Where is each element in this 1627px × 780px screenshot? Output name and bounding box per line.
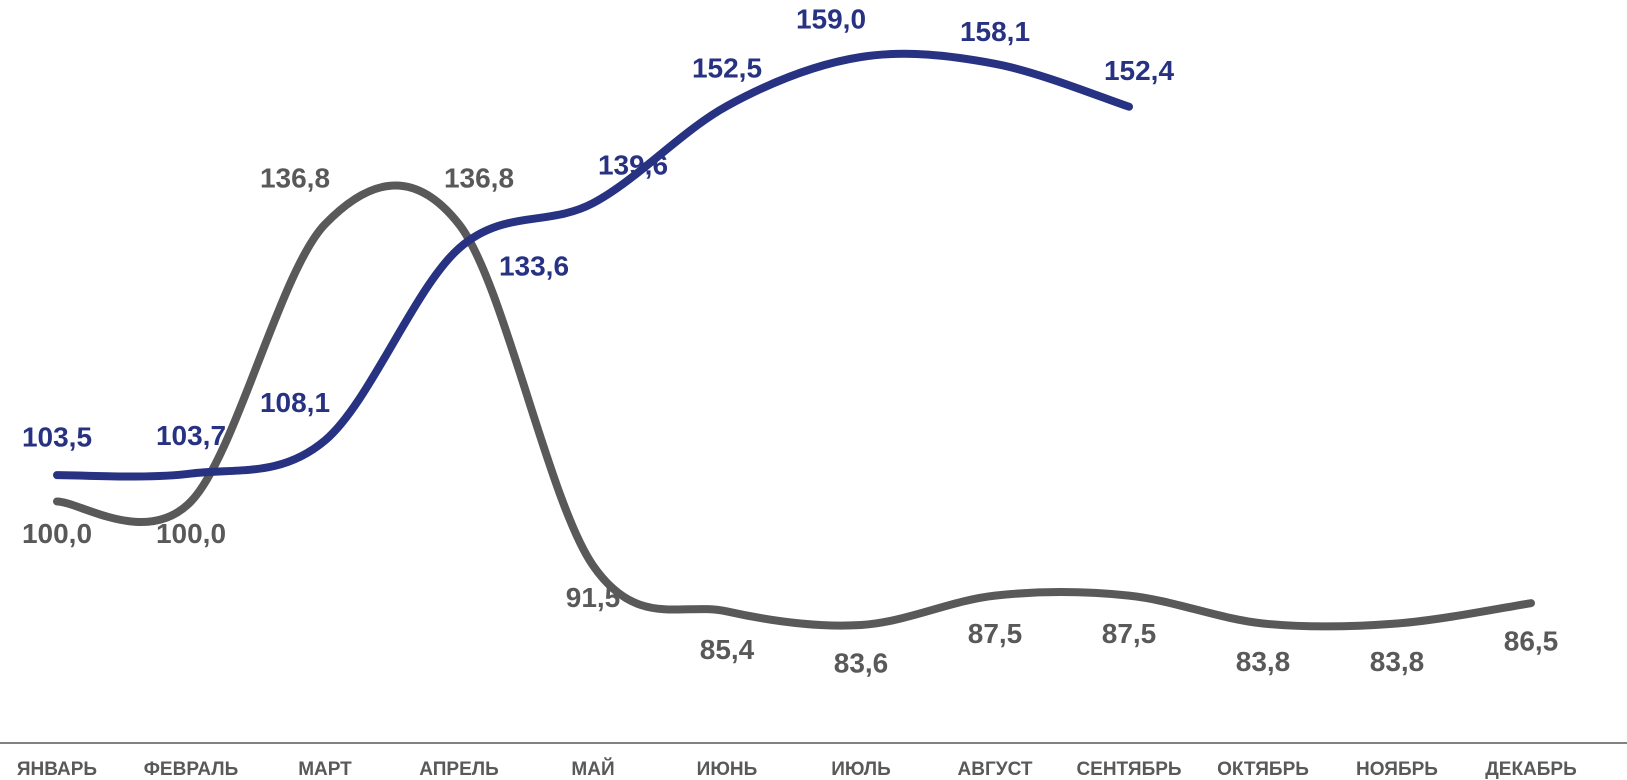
data-label: 87,5: [1102, 618, 1157, 649]
x-tick-label: ФЕВРАЛЬ: [144, 759, 239, 780]
x-tick-label: ОКТЯБРЬ: [1217, 759, 1309, 780]
data-label: 83,8: [1370, 646, 1425, 677]
x-tick-label: ЯНВАРЬ: [17, 759, 97, 780]
data-label: 133,6: [499, 251, 569, 282]
x-tick-label: СЕНТЯБРЬ: [1076, 759, 1181, 780]
data-label: 100,0: [156, 518, 226, 549]
data-label: 100,0: [22, 518, 92, 549]
data-label: 136,8: [260, 163, 330, 194]
data-label: 139,6: [598, 150, 668, 181]
data-label: 91,5: [566, 582, 621, 613]
data-label: 103,7: [156, 420, 226, 451]
x-tick-label: МАРТ: [298, 759, 352, 780]
x-tick-label: АВГУСТ: [958, 759, 1033, 780]
data-label: 85,4: [700, 634, 755, 665]
x-tick-label: ИЮНЬ: [697, 759, 758, 780]
x-tick-label: НОЯБРЬ: [1356, 759, 1438, 780]
line: [53, 181, 1535, 631]
data-label: 136,8: [444, 163, 514, 194]
line: [53, 49, 1133, 481]
data-label: 158,1: [960, 16, 1030, 47]
x-tick-label: АПРЕЛЬ: [419, 759, 498, 780]
data-label: 83,8: [1236, 646, 1291, 677]
data-label: 87,5: [968, 618, 1023, 649]
data-label: 108,1: [260, 387, 330, 418]
x-tick-label: ИЮЛЬ: [831, 759, 891, 780]
data-label: 103,5: [22, 421, 92, 452]
x-tick-label: МАЙ: [571, 758, 614, 780]
data-label: 83,6: [834, 647, 889, 678]
data-label: 152,5: [692, 52, 762, 83]
x-tick-label: ДЕКАБРЬ: [1485, 759, 1577, 780]
data-label: 159,0: [796, 3, 866, 34]
data-label: 86,5: [1504, 626, 1559, 657]
data-label: 152,4: [1104, 55, 1174, 86]
